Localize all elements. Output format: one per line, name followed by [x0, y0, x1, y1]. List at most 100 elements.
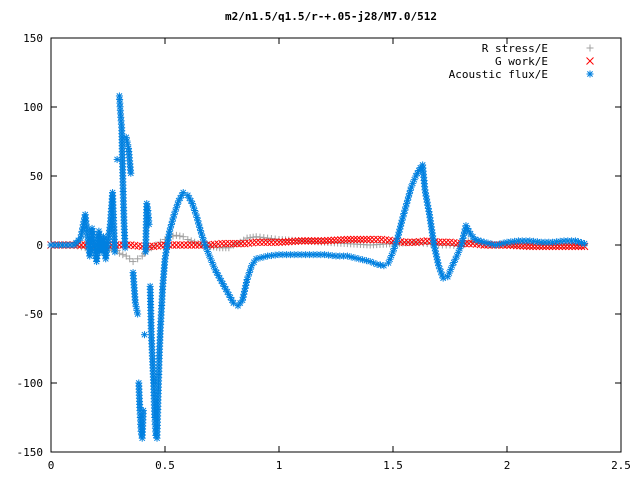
data-point: [294, 237, 303, 245]
data-point: [196, 223, 204, 231]
x-tick-label: 2.5: [611, 459, 631, 472]
data-point: [271, 238, 280, 247]
data-point: [304, 237, 313, 245]
data-point: [327, 236, 335, 245]
legend-marker-acoustic-flux: [586, 70, 594, 78]
y-tick-label: 50: [30, 170, 43, 183]
data-point: [511, 237, 519, 245]
data-point: [380, 262, 388, 270]
data-point: [166, 227, 174, 235]
data-point: [288, 237, 296, 246]
x-tick-label: 0.5: [155, 459, 175, 472]
legend-marker-r-stress: [586, 44, 594, 52]
data-point: [353, 235, 362, 244]
y-tick-label: 100: [23, 101, 43, 114]
data-point: [281, 237, 290, 246]
data-point: [366, 235, 375, 244]
data-point: [162, 249, 170, 257]
data-point: [278, 238, 287, 246]
legend: R stress/E G work/E Acoustic flux/E: [449, 42, 594, 81]
data-point: [191, 241, 200, 249]
legend-markers: [586, 44, 594, 78]
data-point: [324, 236, 332, 245]
data-point: [568, 242, 576, 251]
data-point: [356, 235, 365, 244]
data-point: [267, 238, 276, 247]
data-point: [166, 224, 174, 232]
data-point: [525, 242, 534, 251]
data-point: [363, 235, 371, 244]
data-point: [301, 237, 309, 245]
data-point: [370, 235, 378, 244]
data-point: [488, 240, 496, 248]
data-point: [373, 235, 382, 244]
y-tick-label: 150: [23, 32, 43, 45]
series-acoustic-flux: [47, 92, 589, 442]
data-point: [218, 239, 226, 248]
data-point: [317, 237, 326, 245]
x-axis: 0 0.5 1 1.5 2 2.5: [48, 38, 631, 472]
data-point: [176, 194, 184, 202]
data-point: [438, 271, 446, 279]
data-point: [172, 241, 181, 249]
data-point: [134, 310, 142, 318]
data-point: [284, 237, 293, 246]
data-point: [237, 239, 245, 248]
data-point: [581, 240, 589, 248]
data-point: [131, 299, 139, 307]
data-point: [403, 200, 411, 208]
data-point: [522, 242, 531, 251]
data-point: [129, 258, 137, 266]
data-point: [225, 244, 233, 252]
data-point: [183, 241, 192, 249]
data-point: [404, 238, 413, 247]
data-point: [252, 238, 261, 247]
data-point: [187, 237, 195, 245]
y-axis: 150 100 50 0 -50 -100 -150: [17, 32, 621, 459]
data-point: [228, 296, 236, 304]
legend-label-r-stress: R stress/E: [482, 42, 548, 55]
chart-title: m2/n1.5/q1.5/r-+.05-j28/M7.0/512: [225, 10, 437, 23]
y-tick-label: 0: [36, 239, 43, 252]
data-point: [392, 238, 400, 246]
data-point: [123, 137, 131, 145]
data-point: [399, 213, 407, 221]
data-point: [340, 235, 348, 244]
data-point: [366, 258, 374, 266]
y-tick-label: -100: [17, 377, 44, 390]
data-point: [111, 248, 119, 256]
data-point: [439, 274, 447, 282]
data-point: [139, 407, 147, 415]
data-point: [297, 237, 306, 245]
data-point: [465, 239, 473, 248]
data-point: [314, 237, 322, 245]
y-tick-label: -50: [23, 308, 43, 321]
series-layer: [47, 92, 589, 442]
data-point: [571, 242, 580, 251]
data-point: [310, 237, 319, 245]
data-point: [454, 248, 462, 256]
data-point: [291, 237, 300, 246]
data-point: [359, 235, 368, 244]
data-point: [225, 239, 234, 248]
x-tick-label: 1: [276, 459, 283, 472]
data-point: [442, 238, 451, 247]
data-point: [119, 251, 127, 259]
y-tick-label: -150: [17, 446, 44, 459]
data-point: [172, 231, 180, 239]
data-point: [179, 233, 187, 241]
data-point: [180, 241, 188, 249]
data-point: [438, 238, 447, 247]
data-point: [275, 238, 283, 247]
data-point: [330, 236, 339, 245]
data-point: [121, 244, 129, 252]
legend-marker-g-work: [586, 57, 594, 65]
data-point: [176, 241, 185, 249]
data-point: [115, 249, 123, 257]
data-point: [176, 232, 184, 240]
x-tick-label: 0: [48, 459, 55, 472]
data-point: [256, 238, 264, 247]
data-point: [337, 236, 345, 244]
x-tick-label: 1.5: [383, 459, 403, 472]
data-point: [259, 238, 268, 247]
